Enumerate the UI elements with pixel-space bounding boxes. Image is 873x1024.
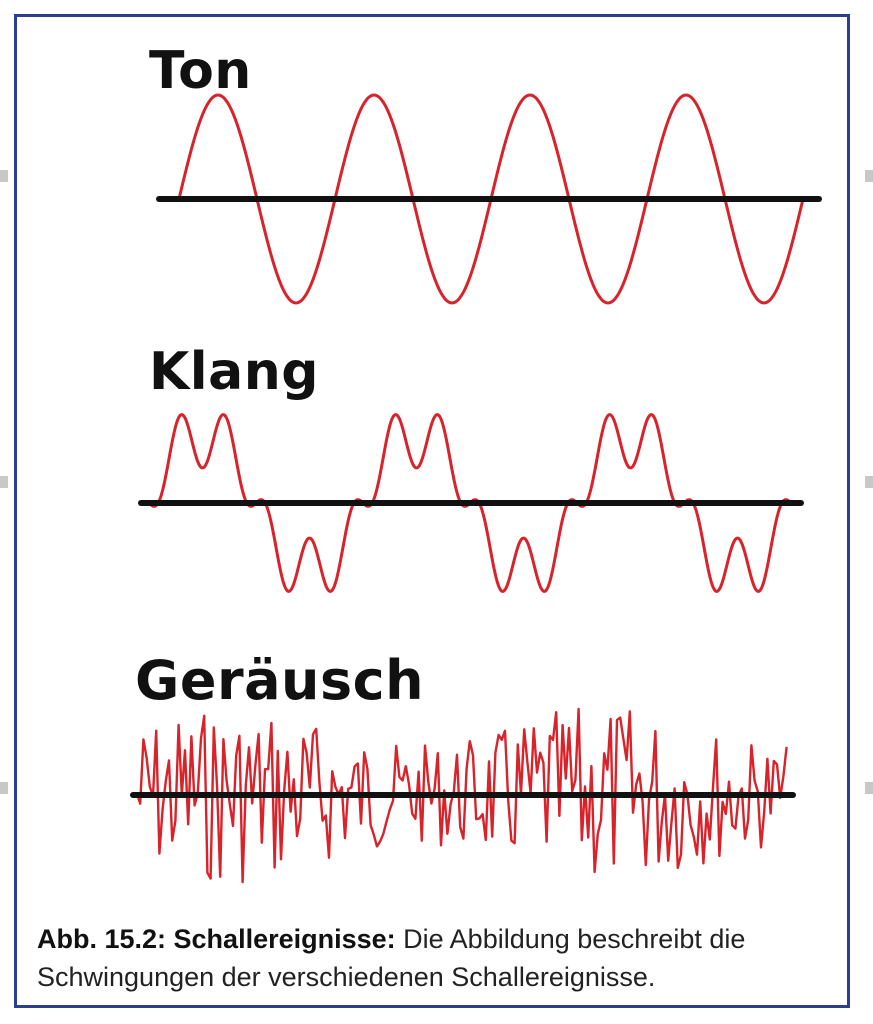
waveform-diagram — [130, 93, 822, 884]
edge-marker-left-3 — [0, 782, 8, 794]
edge-marker-left-1 — [0, 170, 8, 182]
label-klang: Klang — [149, 342, 319, 402]
figure-frame: Ton Klang Geräusch Abb. 15.2: Schallerei… — [14, 14, 850, 1008]
caption-text: Die Abbildung beschreibt die Schwingunge… — [37, 924, 746, 992]
edge-marker-right-3 — [865, 782, 873, 794]
edge-marker-right-2 — [865, 476, 873, 488]
caption-title: Abb. 15.2: Schallereignisse: — [37, 924, 396, 954]
edge-marker-right-1 — [865, 170, 873, 182]
geraeusch-waveform — [135, 707, 788, 884]
edge-marker-left-2 — [0, 476, 8, 488]
figure-caption: Abb. 15.2: Schallereignisse: Die Abbildu… — [37, 920, 837, 996]
label-geraeusch: Geräusch — [135, 649, 425, 712]
label-ton: Ton — [149, 41, 252, 101]
